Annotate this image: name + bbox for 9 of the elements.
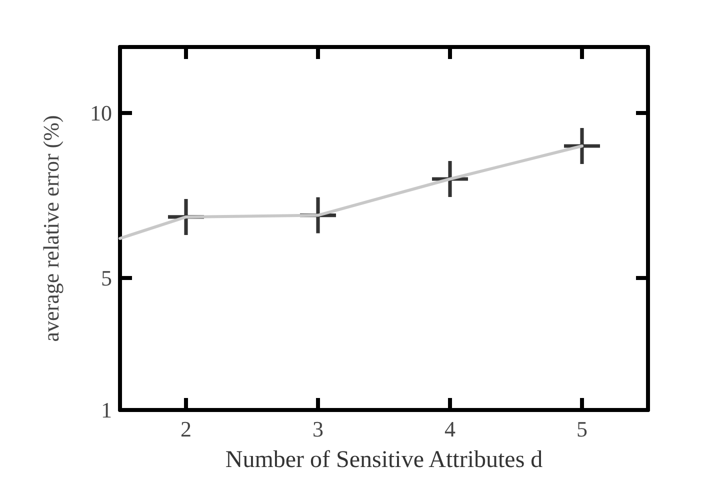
y-axis-title: average relative error (%)	[38, 115, 64, 342]
x-tick-label: 2	[180, 416, 192, 442]
x-tick-label: 3	[312, 416, 324, 442]
x-tick-label: 5	[576, 416, 588, 442]
x-tick-label: 4	[444, 416, 456, 442]
y-tick-label: 10	[90, 100, 112, 126]
y-tick-label: 1	[101, 398, 112, 422]
y-tick-label: 5	[101, 266, 112, 290]
x-axis-title: Number of Sensitive Attributes d	[225, 447, 543, 473]
